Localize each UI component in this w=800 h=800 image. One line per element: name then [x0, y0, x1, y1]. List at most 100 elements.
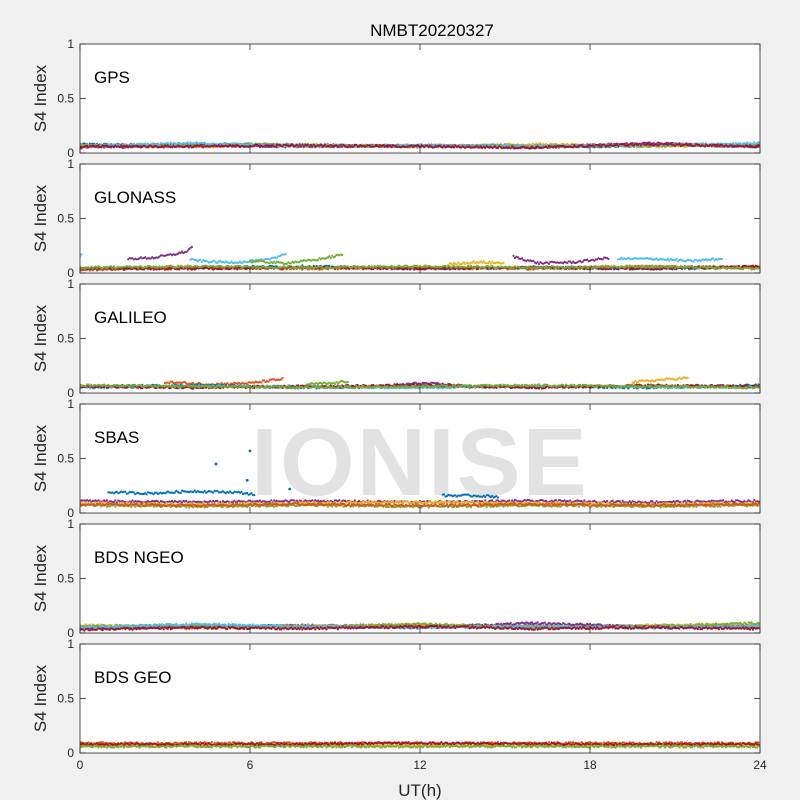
data-point	[180, 250, 184, 253]
data-point	[239, 260, 242, 263]
data-point	[309, 144, 312, 147]
data-point	[379, 268, 382, 271]
data-point	[348, 144, 351, 147]
axes-background	[80, 164, 760, 273]
data-point	[132, 142, 135, 145]
y-tick-label: 0	[67, 146, 74, 160]
data-point	[336, 268, 339, 271]
data-point	[166, 141, 169, 145]
data-point	[464, 262, 467, 266]
data-point	[118, 146, 121, 149]
data-point	[566, 261, 569, 264]
data-point	[757, 144, 760, 147]
data-point	[703, 145, 706, 148]
data-point	[298, 260, 301, 264]
data-point	[509, 147, 512, 150]
data-point	[278, 255, 281, 258]
data-point	[188, 248, 191, 251]
data-point	[149, 268, 152, 271]
data-point	[579, 259, 582, 262]
data-point	[454, 268, 457, 271]
data-point	[178, 141, 181, 145]
data-point	[494, 145, 497, 148]
data-point	[536, 261, 539, 264]
data-point	[479, 260, 482, 263]
data-point	[223, 142, 226, 145]
data-point	[753, 141, 756, 144]
data-point	[486, 262, 490, 265]
data-point	[233, 142, 236, 145]
data-point	[513, 256, 517, 260]
data-point	[732, 142, 735, 145]
data-point	[747, 145, 750, 148]
data-point	[454, 144, 457, 147]
data-point	[757, 141, 760, 144]
data-point	[581, 260, 585, 263]
data-point	[217, 144, 220, 147]
data-point	[545, 142, 548, 145]
data-point	[433, 143, 436, 146]
series-2	[248, 253, 344, 266]
data-point	[298, 143, 301, 146]
data-point	[717, 145, 721, 148]
series-6	[80, 142, 760, 150]
data-point	[297, 145, 300, 148]
data-point	[512, 254, 515, 257]
data-point	[723, 145, 726, 148]
data-point	[152, 146, 155, 149]
data-point	[322, 144, 325, 148]
data-point	[488, 260, 491, 263]
data-point	[638, 142, 641, 145]
data-point	[716, 143, 719, 146]
data-point	[172, 142, 175, 145]
data-point	[647, 142, 650, 145]
data-point	[273, 260, 276, 263]
data-point	[482, 260, 485, 263]
data-point	[632, 145, 636, 148]
data-point	[168, 266, 171, 269]
data-point	[695, 258, 698, 261]
data-point	[236, 268, 239, 271]
data-point	[146, 146, 150, 149]
data-point	[311, 145, 314, 148]
data-point	[192, 145, 195, 149]
data-point	[698, 143, 701, 146]
data-point	[389, 144, 392, 147]
data-point	[655, 257, 658, 260]
data-point	[678, 143, 681, 146]
data-point	[355, 143, 358, 146]
data-point	[637, 143, 640, 146]
data-point	[712, 257, 715, 260]
data-point	[730, 144, 733, 147]
data-point	[213, 267, 216, 270]
data-point	[329, 143, 332, 146]
data-point	[692, 260, 695, 263]
data-point	[200, 260, 203, 263]
data-point	[311, 268, 314, 271]
data-point	[299, 145, 303, 148]
data-point	[491, 260, 494, 263]
data-point	[179, 251, 182, 254]
data-point	[630, 142, 633, 145]
data-point	[537, 262, 541, 266]
data-point	[620, 256, 623, 259]
data-point	[489, 262, 492, 265]
data-point	[199, 258, 202, 261]
data-point	[86, 144, 89, 147]
data-point	[751, 143, 755, 146]
data-point	[586, 258, 589, 261]
data-point	[158, 144, 161, 147]
data-point	[468, 145, 471, 148]
data-point	[455, 263, 458, 266]
data-point	[188, 146, 191, 149]
data-point	[295, 143, 298, 146]
data-point	[746, 141, 749, 144]
data-point	[250, 143, 253, 146]
series-3	[512, 254, 610, 266]
data-point	[114, 268, 117, 272]
data-point	[365, 145, 368, 148]
data-point	[328, 264, 331, 267]
data-point	[203, 141, 206, 144]
